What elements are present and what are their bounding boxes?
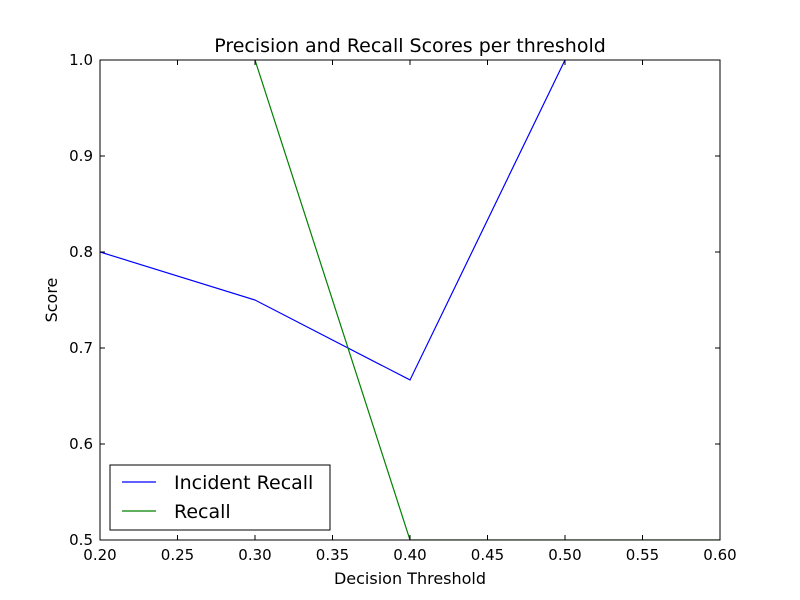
x-axis-label: Decision Threshold bbox=[334, 569, 486, 588]
y-axis-label: Score bbox=[42, 278, 61, 323]
x-tick-label: 0.25 bbox=[161, 546, 194, 564]
legend-box bbox=[109, 464, 331, 531]
x-tick-label: 0.40 bbox=[393, 546, 426, 564]
y-tick-label: 0.7 bbox=[69, 339, 93, 357]
x-tick-label: 0.30 bbox=[238, 546, 271, 564]
x-tick-label: 0.45 bbox=[471, 546, 504, 564]
y-tick-label: 1.0 bbox=[69, 51, 93, 69]
y-tick-label: 0.5 bbox=[69, 531, 93, 549]
x-tick-label: 0.20 bbox=[83, 546, 116, 564]
legend-label: Incident Recall bbox=[174, 472, 313, 494]
y-tick-label: 0.9 bbox=[69, 147, 93, 165]
chart-title: Precision and Recall Scores per threshol… bbox=[214, 35, 606, 57]
x-tick-label: 0.50 bbox=[548, 546, 581, 564]
y-tick-label: 0.6 bbox=[69, 435, 93, 453]
x-tick-label: 0.60 bbox=[703, 546, 736, 564]
axis-ticks: 0.20 0.25 0.30 0.35 0.40 0.45 0.50 0.55 0.60 0.5 0… bbox=[69, 51, 737, 564]
series-line-incident-recall bbox=[100, 60, 566, 381]
series-line-recall bbox=[254, 60, 720, 540]
legend-label: Recall bbox=[174, 501, 231, 523]
x-tick-label: 0.55 bbox=[626, 546, 659, 564]
y-tick-label: 0.8 bbox=[69, 243, 93, 261]
x-tick-label: 0.35 bbox=[316, 546, 349, 564]
series-layer bbox=[100, 60, 720, 540]
legend: Incident Recall Recall bbox=[109, 464, 331, 531]
